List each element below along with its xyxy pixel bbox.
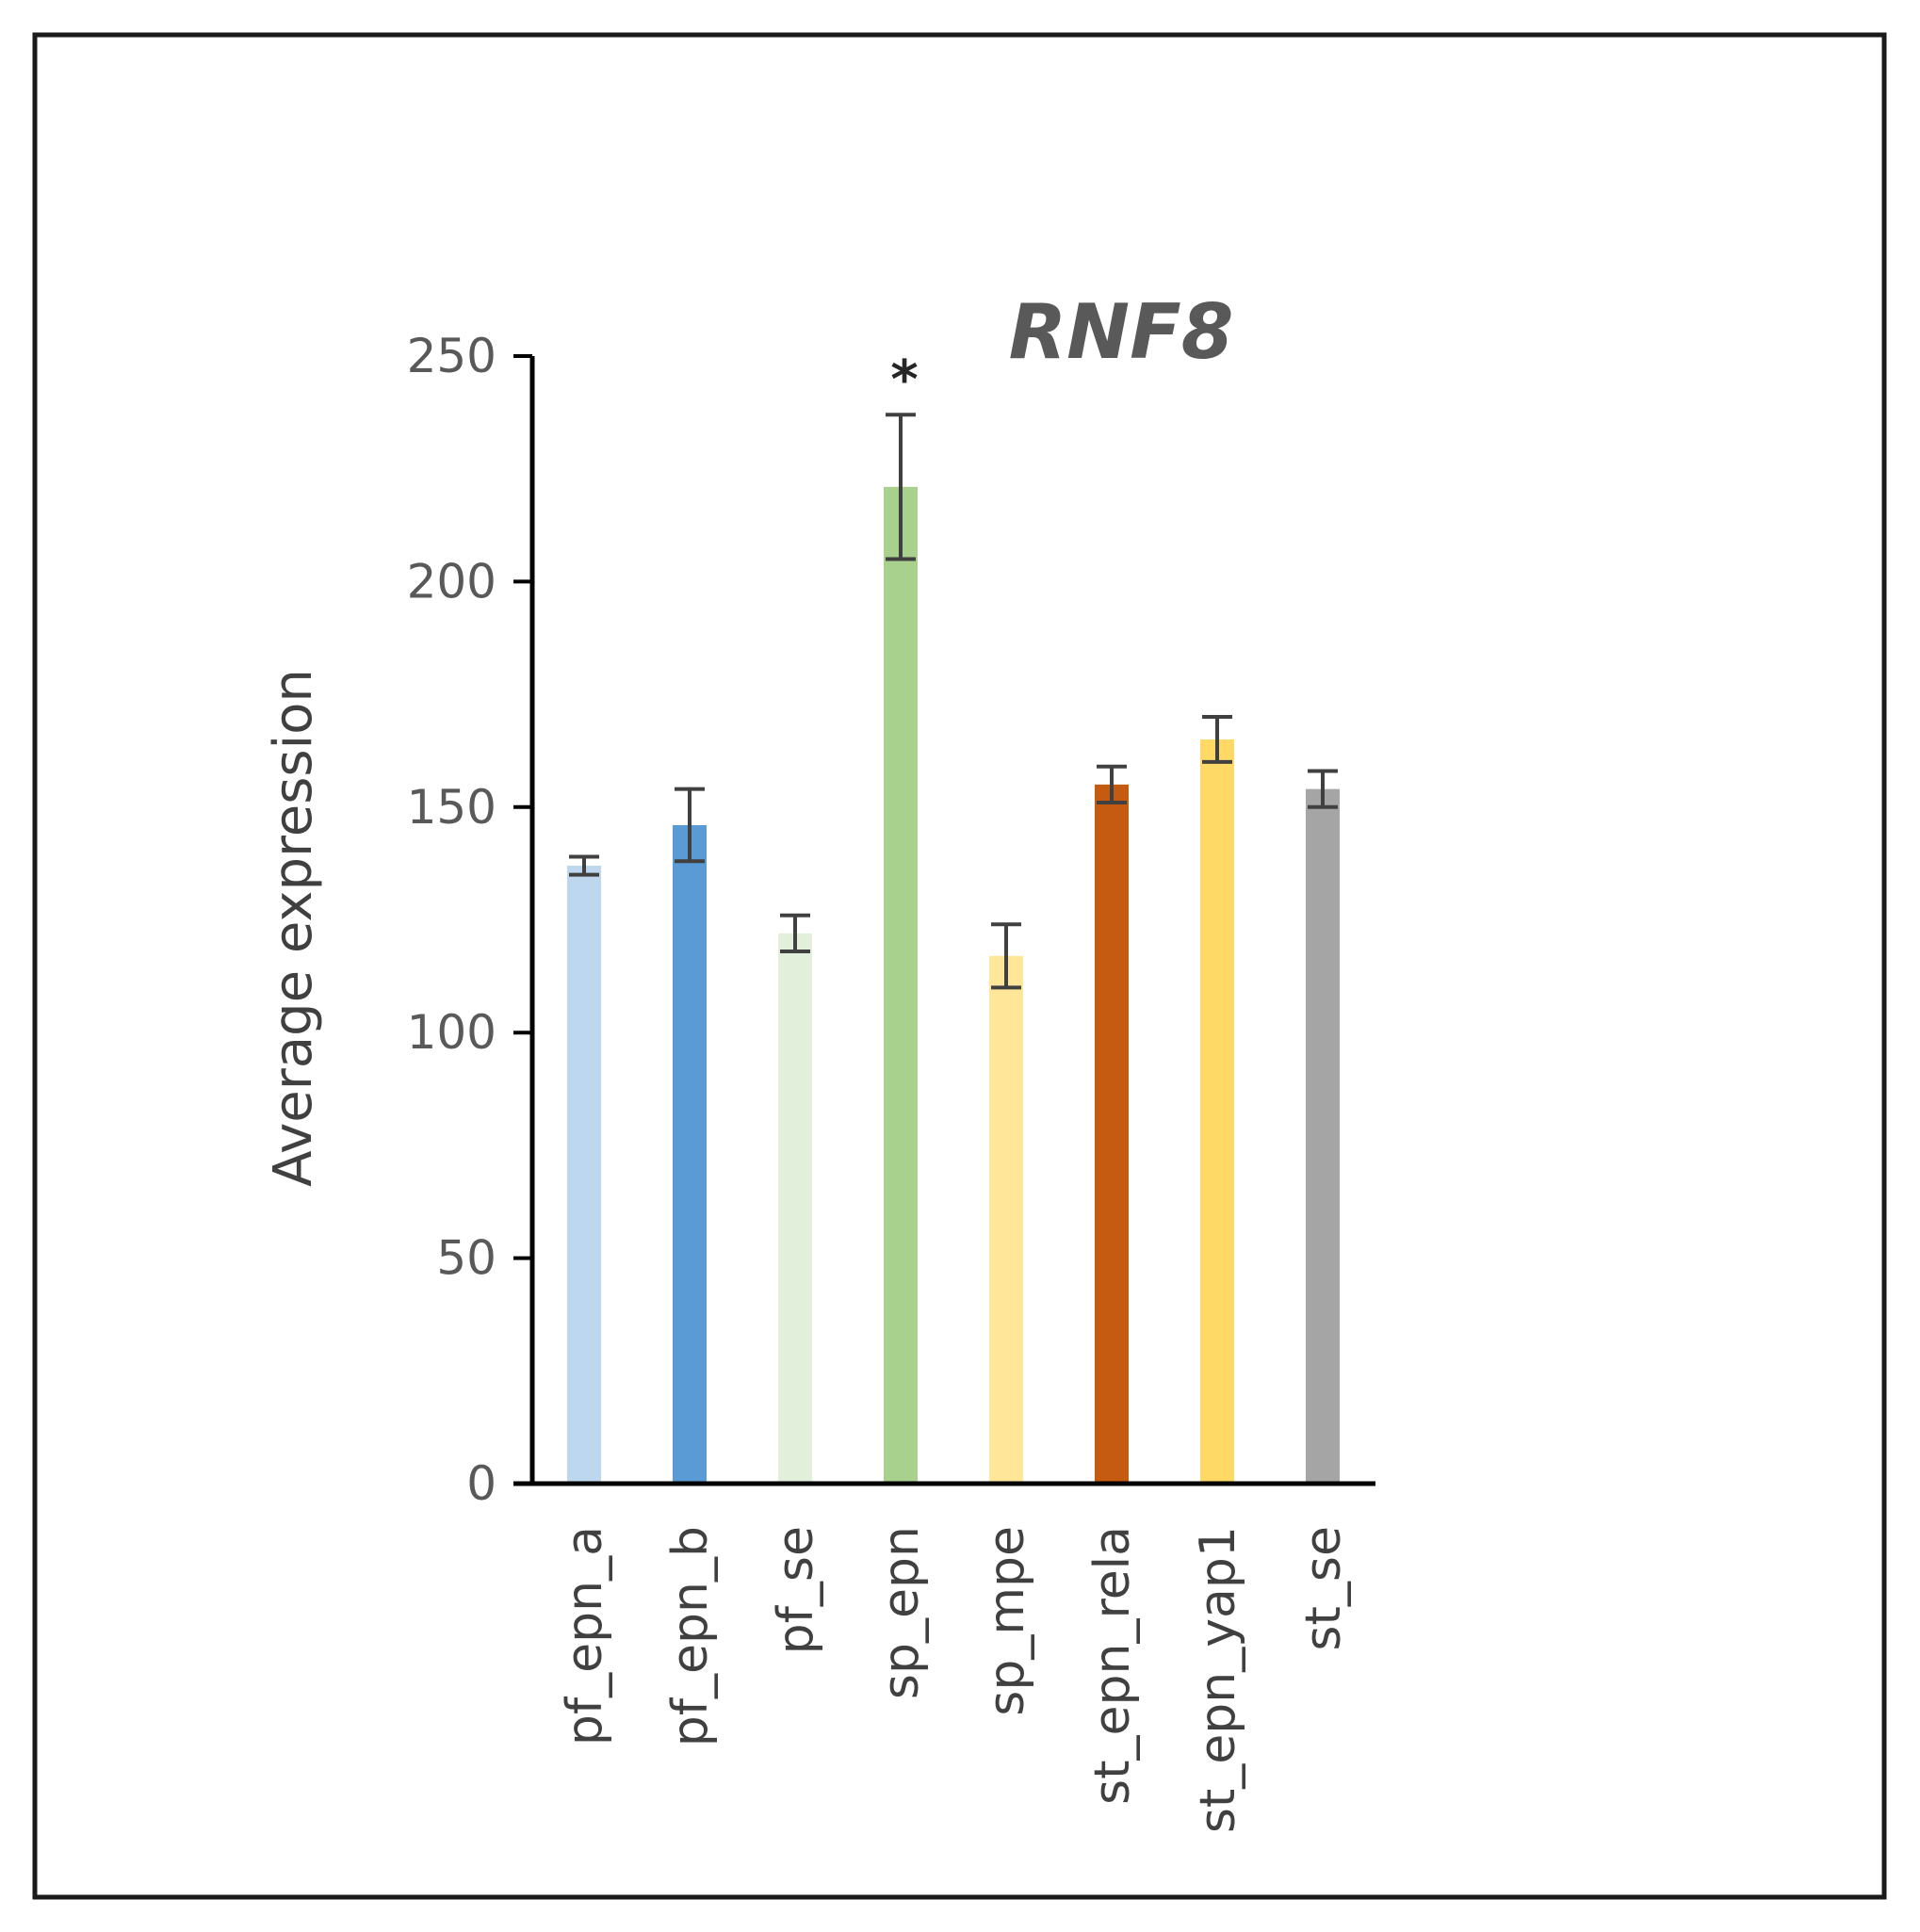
bar-st_epn_yap1 xyxy=(1200,739,1234,1484)
bar-sp_mpe xyxy=(989,955,1023,1484)
x-tick-label-pf_se: pf_se xyxy=(768,1526,824,1654)
x-tick-label-pf_epn_a: pf_epn_a xyxy=(557,1526,613,1745)
y-tick-label: 100 xyxy=(407,1005,496,1060)
x-tick-label-sp_mpe: sp_mpe xyxy=(979,1526,1035,1716)
chart-frame xyxy=(32,32,1887,1900)
annotations: * xyxy=(890,349,918,411)
x-tick-label-sp_epn: sp_epn xyxy=(873,1526,930,1699)
bar-st_epn_rela xyxy=(1095,784,1129,1484)
significance-marker: * xyxy=(890,349,918,411)
x-tick-label-st_se: st_se xyxy=(1295,1526,1352,1651)
bar-st_se xyxy=(1306,788,1340,1484)
x-axis-labels: pf_epn_a pf_epn_b pf_se sp_epn sp_mpe st_epn_… xyxy=(557,1526,1352,1833)
bar-pf_epn_a xyxy=(567,866,601,1484)
y-tick-label: 150 xyxy=(407,780,496,835)
bar-pf_epn_b xyxy=(673,824,707,1484)
y-tick-label: 200 xyxy=(407,554,496,609)
x-tick-label-st_epn_yap1: st_epn_yap1 xyxy=(1190,1526,1246,1833)
y-tick-label: 0 xyxy=(466,1456,496,1511)
x-tick-label-pf_epn_b: pf_epn_b xyxy=(662,1526,719,1746)
bars xyxy=(567,486,1340,1484)
x-tick-label-st_epn_rela: st_epn_rela xyxy=(1084,1526,1141,1805)
y-tick-label: 50 xyxy=(436,1231,496,1286)
y-axis-title: Average expression xyxy=(263,669,324,1187)
bar-sp_epn xyxy=(884,486,918,1484)
bar-pf_se xyxy=(778,933,812,1484)
chart-title: RNF8 xyxy=(1009,288,1234,376)
y-tick-label: 250 xyxy=(407,329,496,383)
error-bars xyxy=(569,413,1338,990)
y-axis-ticks: 0 50 100 150 200 250 xyxy=(407,329,532,1511)
